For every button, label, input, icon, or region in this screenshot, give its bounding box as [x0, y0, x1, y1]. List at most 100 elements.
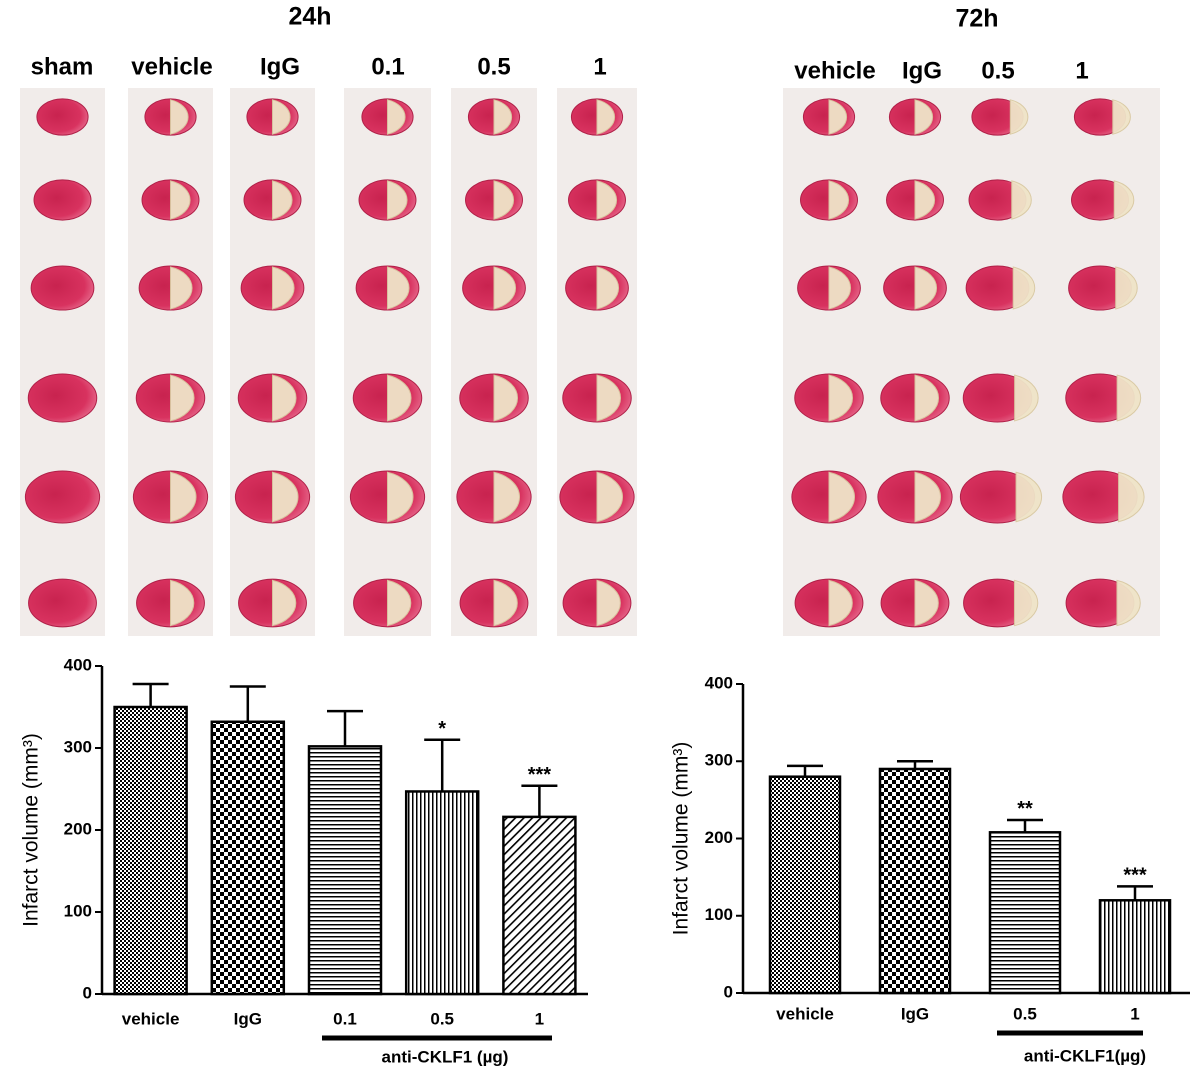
infarct-area — [914, 579, 939, 627]
y-tick-label: 400 — [705, 673, 733, 692]
column-label: vehicle — [131, 53, 212, 80]
infarct-area — [828, 180, 850, 220]
infarct-area — [1013, 579, 1039, 627]
y-tick-label: 200 — [705, 828, 733, 847]
photo-panels: sham vehicle IgG 0.1 0.5 1 vehicle IgG 0.5 1 — [20, 53, 1160, 636]
photo-strip — [20, 88, 105, 636]
infarct-area — [387, 266, 410, 310]
infarct-area — [1012, 266, 1036, 310]
infarct-area — [1112, 99, 1131, 135]
x-tick-label: vehicle — [122, 1009, 180, 1028]
infarct-area — [596, 99, 616, 135]
photo-strip — [230, 88, 315, 636]
infarct-area — [596, 374, 622, 422]
infarct-area — [387, 374, 412, 422]
significance-label: *** — [1123, 865, 1147, 887]
bar — [988, 831, 1062, 995]
infarct-area — [170, 374, 195, 422]
column-label: 0.5 — [477, 53, 510, 80]
infarct-area — [170, 579, 195, 627]
y-tick-label: 100 — [64, 901, 92, 920]
infarct-area — [1009, 99, 1029, 135]
y-tick-label: 300 — [64, 737, 92, 756]
bar — [210, 720, 286, 996]
brain-slice — [28, 578, 97, 628]
column-label: IgG — [902, 57, 942, 84]
significance-label: ** — [1017, 798, 1033, 820]
infarct-area — [170, 99, 189, 135]
infarct-area — [1115, 266, 1138, 310]
bar — [502, 815, 577, 996]
infarct-area — [596, 180, 618, 220]
infarct-area — [493, 374, 519, 422]
infarct-area — [493, 180, 515, 220]
infarct-area — [828, 374, 854, 422]
infarct-area — [272, 579, 297, 627]
infarct-area — [914, 266, 937, 310]
x-tick-label: 1 — [535, 1009, 544, 1028]
bar — [768, 775, 842, 995]
column-label: 1 — [593, 53, 606, 80]
column-label: 0.5 — [981, 57, 1014, 84]
y-tick-label: 0 — [724, 982, 733, 1001]
bar — [1098, 899, 1172, 995]
infarct-area — [828, 266, 851, 310]
photo-strip — [557, 88, 637, 636]
infarct-area — [170, 180, 191, 220]
infarct-area — [828, 471, 855, 523]
y-tick-label: 300 — [705, 751, 733, 770]
x-tick-label: IgG — [901, 1004, 929, 1023]
infarct-area — [914, 180, 936, 220]
infarct-area — [272, 180, 293, 220]
panel-title: 24h — [288, 3, 331, 31]
bar — [307, 745, 383, 996]
panel-title: 72h — [955, 5, 998, 33]
infarct-area — [170, 266, 193, 310]
brain-slice — [27, 373, 98, 423]
x-tick-label: IgG — [234, 1009, 262, 1028]
infarct-area — [828, 99, 848, 135]
infarct-area — [272, 471, 299, 523]
x-tick-label: vehicle — [776, 1004, 834, 1023]
significance-label: * — [438, 718, 446, 740]
y-tick-label: 400 — [64, 655, 92, 674]
group-label: anti-CKLF1 (µg) — [382, 1047, 509, 1066]
y-axis-label: Infarct volume (mm³) — [670, 742, 693, 936]
x-tick-label: 0.1 — [333, 1009, 357, 1028]
x-tick-label: 0.5 — [1013, 1004, 1037, 1023]
infarct-area — [493, 99, 513, 135]
infarct-area — [914, 374, 940, 422]
infarct-area — [493, 579, 518, 627]
photo-strip — [451, 88, 537, 636]
infarct-area — [1118, 471, 1145, 523]
infarct-area — [272, 99, 291, 135]
infarct-area — [596, 266, 619, 310]
infarct-area — [493, 266, 516, 310]
infarct-area — [1014, 374, 1039, 422]
infarct-area — [1116, 374, 1142, 422]
column-label: 1 — [1075, 57, 1088, 84]
infarct-area — [1011, 180, 1032, 220]
infarct-area — [387, 471, 414, 523]
infarct-area — [493, 471, 520, 523]
infarct-area — [272, 266, 295, 310]
brain-slice — [33, 179, 92, 221]
brain-slice — [36, 98, 89, 136]
infarct-area — [1113, 180, 1135, 220]
significance-label: *** — [528, 764, 552, 786]
infarct-area — [1116, 579, 1141, 627]
infarct-area — [387, 99, 406, 135]
y-tick-label: 0 — [83, 983, 92, 1002]
infarct-area — [914, 99, 934, 135]
photo-strip — [128, 88, 213, 636]
infarct-area — [170, 471, 197, 523]
infarct-area — [1015, 471, 1043, 523]
infarct-area — [272, 374, 297, 422]
bar-chart: 0 100 200 300 400 Infarct volume (mm³) vehicle… — [20, 655, 588, 1066]
column-label: IgG — [260, 53, 300, 80]
x-tick-label: 1 — [1130, 1004, 1139, 1023]
infarct-area — [387, 180, 408, 220]
bar — [878, 767, 952, 995]
bar-chart: 0 100 200 300 400 Infarct volume (mm³) vehicle… — [670, 673, 1190, 1065]
